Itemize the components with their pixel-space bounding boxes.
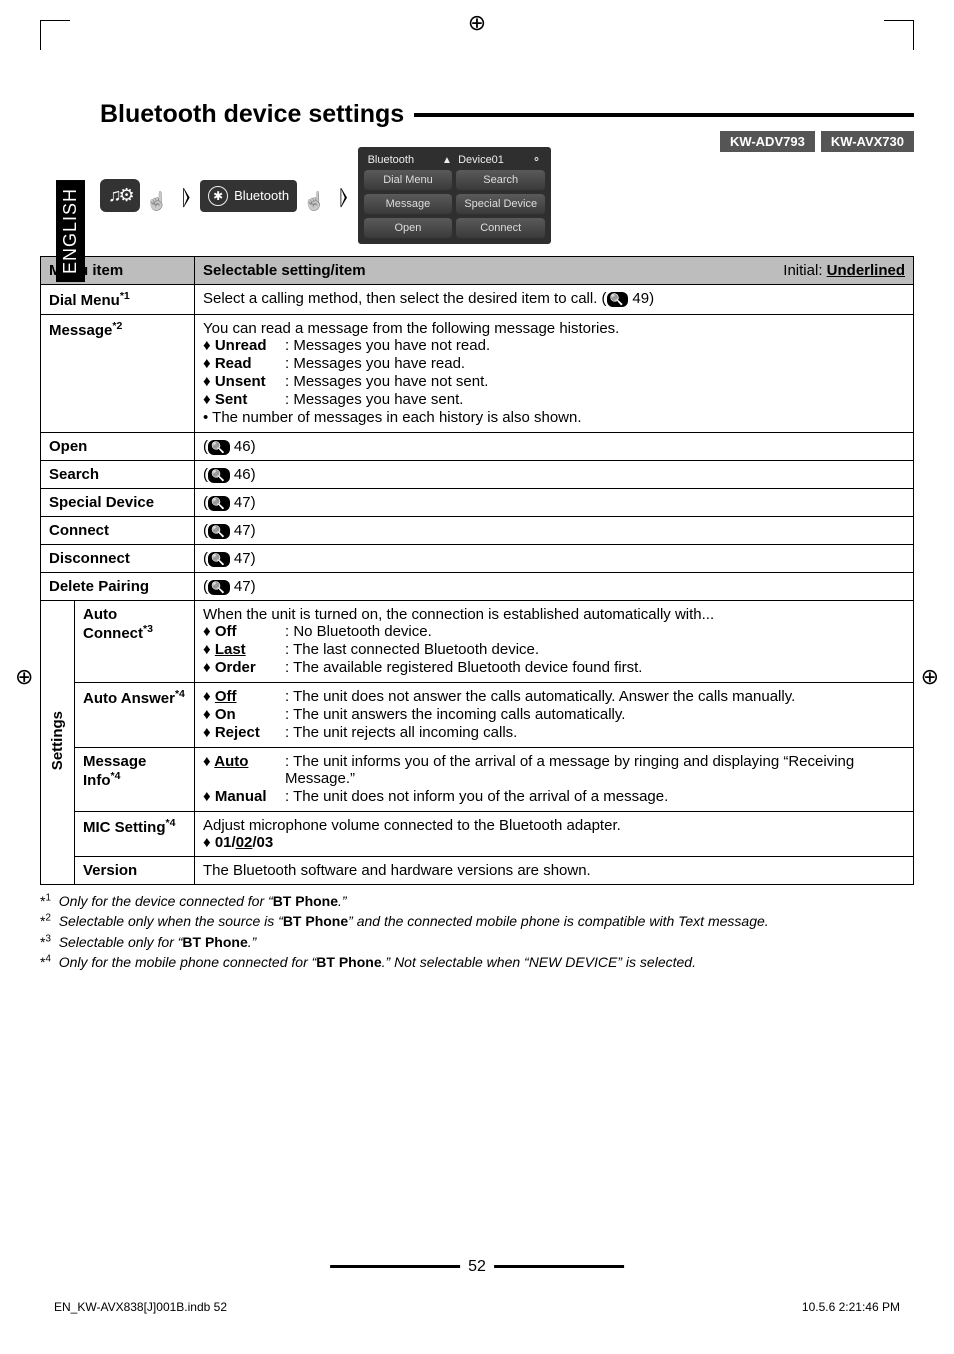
th-selectable: Selectable setting/item Initial: Underli…	[195, 257, 914, 285]
registration-mark-right: ⊕	[921, 664, 939, 690]
row-message-info-desc: ♦ Auto: The unit informs you of the arri…	[195, 748, 914, 812]
row-special-label: Special Device	[41, 489, 195, 517]
page-ref-icon	[208, 440, 230, 455]
bluetooth-button-label: Bluetooth	[234, 188, 289, 203]
panel-connect[interactable]: Connect	[456, 218, 545, 238]
settings-table: Menu item Selectable setting/item Initia…	[40, 256, 914, 885]
row-open-desc: ( 46)	[195, 433, 914, 461]
row-auto-answer-label: Auto Answer*4	[75, 683, 195, 748]
page-number: 52	[322, 1258, 632, 1276]
arrow-icon-2: ⦊	[340, 183, 348, 209]
footnotes: *1 Only for the device connected for “BT…	[40, 891, 914, 972]
hand-icon: ☝️	[146, 191, 168, 212]
row-delete-label: Delete Pairing	[41, 573, 195, 601]
th-selectable-text: Selectable setting/item	[203, 262, 366, 279]
panel-search[interactable]: Search	[456, 170, 545, 190]
page-ref-icon	[208, 552, 230, 567]
model-badge-b: KW-AVX730	[821, 131, 914, 152]
row-mic-label: MIC Setting*4	[75, 812, 195, 857]
hand-icon-2: ☝️	[303, 191, 325, 212]
arrow-icon: ⦊	[182, 183, 190, 209]
settings-group-label: Settings	[41, 601, 75, 885]
row-version-label: Version	[75, 857, 195, 885]
crop-mark-tr	[884, 20, 914, 50]
page-ref-icon	[208, 468, 230, 483]
row-message-label: Message*2	[41, 315, 195, 433]
music-gear-icon: ♫⚙	[108, 185, 132, 206]
page-ref-icon	[208, 580, 230, 595]
bluetooth-button[interactable]: ✱ Bluetooth	[200, 180, 297, 212]
row-auto-answer-desc: ♦ Off: The unit does not answer the call…	[195, 683, 914, 748]
row-delete-desc: ( 47)	[195, 573, 914, 601]
heading-rule	[414, 113, 914, 117]
row-disconnect-desc: ( 47)	[195, 545, 914, 573]
panel-special-device[interactable]: Special Device	[456, 194, 545, 214]
row-message-info-label: Message Info*4	[75, 748, 195, 812]
crop-mark-tl	[40, 20, 70, 50]
row-special-desc: ( 47)	[195, 489, 914, 517]
page-ref-icon	[607, 292, 629, 307]
row-mic-desc: Adjust microphone volume connected to th…	[195, 812, 914, 857]
footer-right: 10.5.6 2:21:46 PM	[802, 1300, 900, 1314]
bluetooth-menu-panel: Bluetooth ▲ Device01 ⚬ Dial Menu Search …	[358, 147, 552, 244]
row-search-label: Search	[41, 461, 195, 489]
row-version-desc: The Bluetooth software and hardware vers…	[195, 857, 914, 885]
row-dial-menu-desc: Select a calling method, then select the…	[195, 285, 914, 315]
th-initial: Initial: Underlined	[783, 262, 905, 279]
section-heading: Bluetooth device settings	[100, 100, 404, 129]
panel-dial-menu[interactable]: Dial Menu	[364, 170, 453, 190]
av-menu-button[interactable]: ♫⚙	[100, 179, 140, 212]
panel-message[interactable]: Message	[364, 194, 453, 214]
row-search-desc: ( 46)	[195, 461, 914, 489]
up-arrow-icon: ▲	[442, 155, 452, 166]
page-ref-icon	[208, 524, 230, 539]
registration-mark-left: ⊕	[15, 664, 33, 690]
row-dial-menu-label: Dial Menu*1	[41, 285, 195, 315]
row-message-desc: You can read a message from the followin…	[195, 315, 914, 433]
row-disconnect-label: Disconnect	[41, 545, 195, 573]
row-auto-connect-label: Auto Connect*3	[75, 601, 195, 683]
panel-open[interactable]: Open	[364, 218, 453, 238]
panel-device: Device01	[458, 154, 504, 166]
page-ref-icon	[208, 496, 230, 511]
row-open-label: Open	[41, 433, 195, 461]
registration-mark-top: ⊕	[468, 10, 486, 36]
model-badge-a: KW-ADV793	[720, 131, 815, 152]
row-connect-label: Connect	[41, 517, 195, 545]
footer-left: EN_KW-AVX838[J]001B.indb 52	[54, 1300, 227, 1314]
panel-title: Bluetooth	[368, 154, 414, 166]
bt-status-icon: ⚬	[532, 153, 541, 166]
bluetooth-icon: ✱	[208, 186, 228, 206]
row-auto-connect-desc: When the unit is turned on, the connecti…	[195, 601, 914, 683]
row-connect-desc: ( 47)	[195, 517, 914, 545]
